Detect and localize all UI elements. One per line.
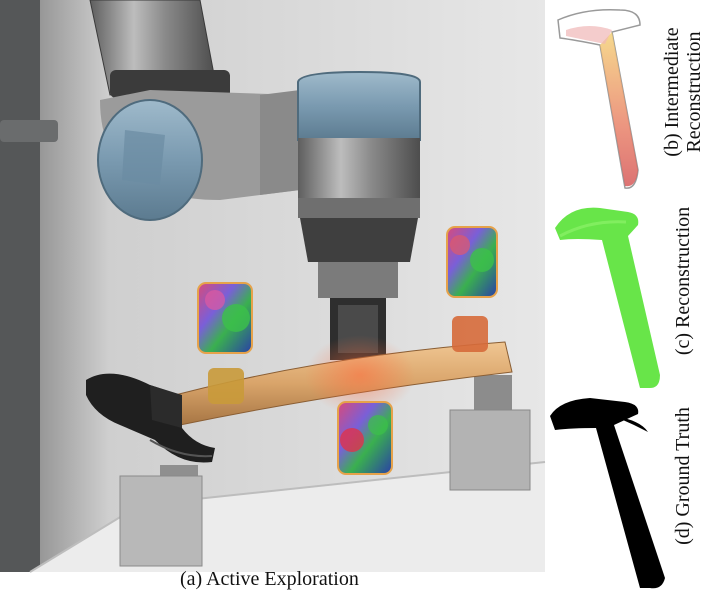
caption-b: (b) Intermediate Reconstruction	[661, 0, 705, 192]
tactile-image-left	[197, 282, 253, 354]
tactile-image-right	[446, 226, 498, 298]
caption-d: (d) Ground Truth	[672, 407, 694, 545]
intermediate-reconstruction	[557, 8, 641, 189]
caption-c: (c) Reconstruction	[672, 206, 694, 356]
caption-b-line1: (b) Intermediate	[661, 27, 683, 157]
caption-b-line2: Reconstruction	[683, 31, 705, 153]
caption-a: (a) Active Exploration	[180, 568, 359, 590]
ground-truth-shape	[550, 398, 665, 589]
reconstruction-shape	[555, 207, 660, 388]
tactile-image-bottom	[337, 401, 393, 475]
